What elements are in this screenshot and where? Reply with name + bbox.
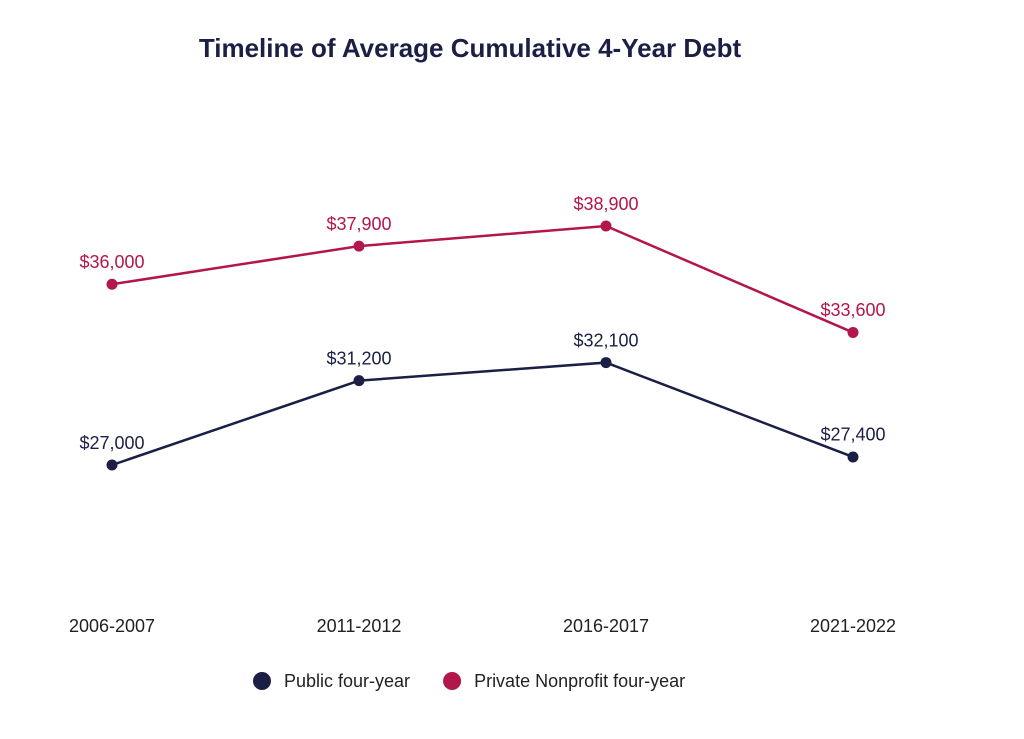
- x-tick-label: 2011-2012: [317, 616, 402, 636]
- data-label: $37,900: [326, 214, 391, 234]
- chart-title: Timeline of Average Cumulative 4-Year De…: [199, 33, 742, 63]
- data-point: [106, 278, 118, 290]
- legend-label: Private Nonprofit four-year: [474, 671, 685, 691]
- data-point: [600, 220, 612, 232]
- data-label: $36,000: [79, 252, 144, 272]
- data-point: [600, 357, 612, 369]
- data-label: $27,400: [820, 425, 885, 445]
- legend-marker: [253, 672, 271, 690]
- x-tick-label: 2021-2022: [810, 616, 896, 636]
- series-line: [111, 361, 854, 467]
- data-label: $38,900: [573, 194, 638, 214]
- data-point: [353, 240, 365, 252]
- data-label: $31,200: [326, 348, 391, 368]
- x-tick-label: 2006-2007: [69, 616, 155, 636]
- data-point: [353, 375, 365, 387]
- data-label: $33,600: [820, 300, 885, 320]
- series-line: [111, 224, 854, 334]
- legend-marker: [443, 672, 462, 690]
- data-label: $32,100: [573, 330, 638, 350]
- data-label: $27,000: [79, 433, 144, 453]
- data-point: [847, 451, 859, 463]
- data-point: [106, 459, 118, 471]
- legend-label: Public four-year: [284, 671, 410, 691]
- data-point: [847, 326, 859, 338]
- x-tick-label: 2016-2017: [563, 616, 649, 636]
